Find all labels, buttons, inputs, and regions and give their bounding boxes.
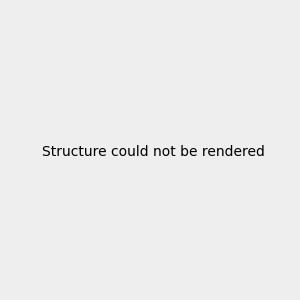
Text: Structure could not be rendered: Structure could not be rendered <box>42 145 265 158</box>
